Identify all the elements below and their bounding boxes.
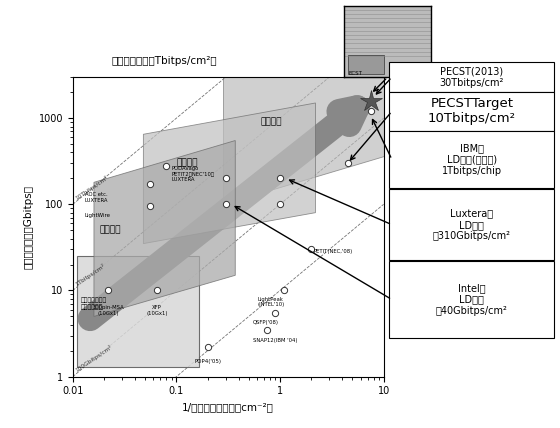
Text: 100Gbitps/cm²: 100Gbitps/cm² (74, 344, 113, 373)
Text: AOC etc.
LUXTERA: AOC etc. LUXTERA (85, 192, 108, 202)
Text: LightPeak
(INTEL'10): LightPeak (INTEL'10) (257, 297, 284, 307)
Polygon shape (223, 77, 384, 204)
Text: PECST(2013)
30Tbitps/cm²: PECST(2013) 30Tbitps/cm² (440, 66, 504, 88)
Text: ラック間: ラック間 (99, 226, 121, 235)
Text: IBM社
LD無し(外付け)
1Tbitps/chip: IBM社 LD無し(外付け) 1Tbitps/chip (442, 143, 502, 176)
Text: PETIT(NEC,'08): PETIT(NEC,'08) (314, 250, 353, 255)
Polygon shape (143, 103, 315, 244)
Text: チップ間: チップ間 (260, 118, 282, 127)
Text: 10Tbitps/cm²: 10Tbitps/cm² (74, 174, 109, 201)
Text: PODAVago
PETIT2（NEC'10）
LUXTERA: PODAVago PETIT2（NEC'10） LUXTERA (172, 166, 214, 182)
Text: ボード間: ボード間 (176, 159, 198, 168)
Text: SNAP12(IBM '04): SNAP12(IBM '04) (253, 338, 297, 343)
Text: 300pin-MSA
(10Gx1): 300pin-MSA (10Gx1) (92, 305, 124, 316)
Text: LightWire: LightWire (85, 213, 111, 218)
Y-axis label: スループット（Gbitps）: スループット（Gbitps） (23, 185, 33, 269)
Text: XFP
(10Gx1): XFP (10Gx1) (146, 305, 168, 316)
Text: ECST: ECST (349, 71, 363, 76)
Polygon shape (94, 140, 235, 316)
Text: PECSTTarget
10Tbitps/cm²: PECSTTarget 10Tbitps/cm² (428, 97, 516, 125)
FancyBboxPatch shape (348, 55, 384, 74)
Text: ローカルエリア
ネットワーク: ローカルエリア ネットワーク (81, 298, 108, 310)
X-axis label: 1/モジュール面積（cm⁻²）: 1/モジュール面積（cm⁻²） (182, 402, 274, 412)
Text: QSFP('08): QSFP('08) (253, 320, 279, 325)
Text: 1Tbitps/cm²: 1Tbitps/cm² (74, 262, 106, 287)
Text: Intel社
LD搭載
＾40Gbitps/cm²: Intel社 LD搭載 ＾40Gbitps/cm² (436, 283, 508, 316)
Text: 伝送帯域密度（Tbitps/cm²）: 伝送帯域密度（Tbitps/cm²） (112, 56, 218, 66)
Text: POP4('05): POP4('05) (194, 359, 221, 364)
Text: Luxtera社
LD搭載
＾310Gbitps/cm²: Luxtera社 LD搭載 ＾310Gbitps/cm² (433, 208, 511, 241)
FancyBboxPatch shape (77, 256, 199, 367)
